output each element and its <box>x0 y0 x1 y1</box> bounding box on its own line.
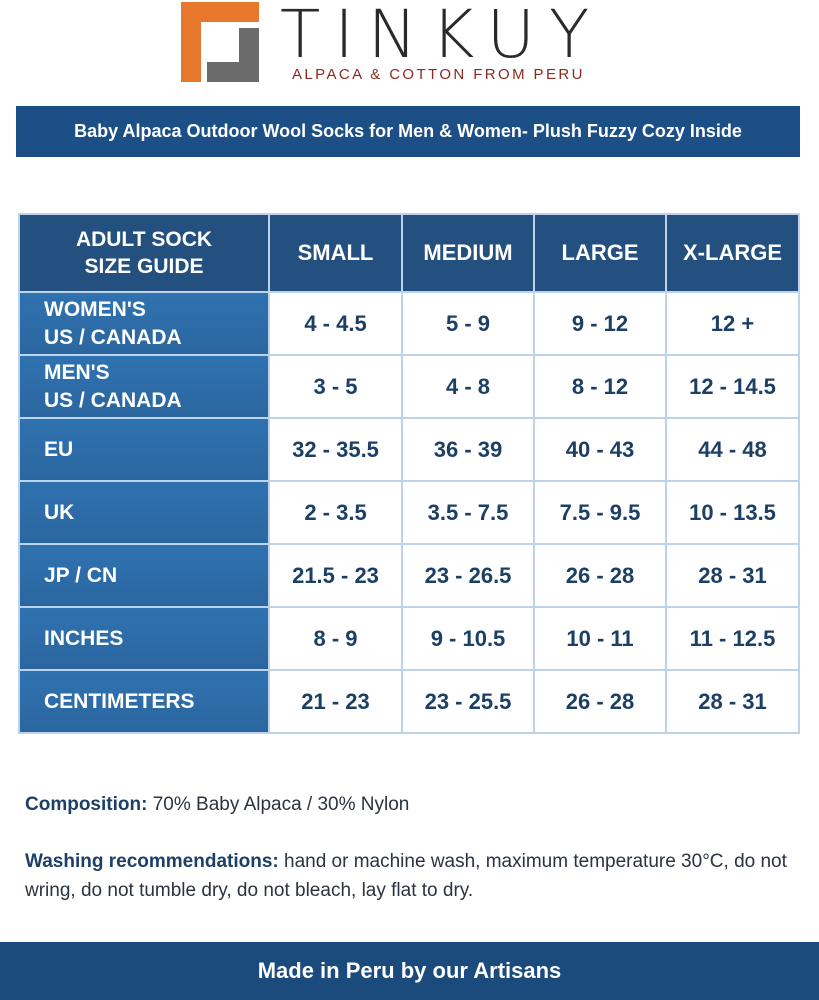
banner-title: Baby Alpaca Outdoor Wool Socks for Men &… <box>16 106 800 157</box>
size-cell: 10 - 11 <box>533 606 667 671</box>
size-cell: 28 - 31 <box>665 669 800 734</box>
table-row: EU 32 - 35.5 36 - 39 40 - 43 44 - 48 <box>18 417 800 482</box>
row-label-line: CENTIMETERS <box>44 689 195 713</box>
row-label-line: EU <box>44 437 74 461</box>
size-cell: 26 - 28 <box>533 543 667 608</box>
size-cell: 8 - 12 <box>533 354 667 419</box>
column-header: SMALL <box>268 213 403 293</box>
logo-mark <box>181 2 259 82</box>
logo-tagline: ALPACA & COTTON FROM PERU <box>292 66 585 83</box>
size-cell: 7.5 - 9.5 <box>533 480 667 545</box>
row-label-line: US / CANADA <box>44 325 182 349</box>
corner-line: ADULT SOCK <box>75 228 213 251</box>
size-cell: 10 - 13.5 <box>665 480 800 545</box>
size-cell: 28 - 31 <box>665 543 800 608</box>
size-table: ADULT SOCK SIZE GUIDE SMALL MEDIUM LARGE X-LA… <box>18 213 800 734</box>
washing: Washing recommendations: hand or machine… <box>25 847 815 905</box>
row-label: JP / CN <box>18 543 270 608</box>
size-cell: 11 - 12.5 <box>665 606 800 671</box>
size-cell: 26 - 28 <box>533 669 667 734</box>
washing-label: Washing recommendations: <box>25 851 279 872</box>
column-header: LARGE <box>533 213 667 293</box>
size-cell: 12 - 14.5 <box>665 354 800 419</box>
size-cell: 21.5 - 23 <box>268 543 403 608</box>
corner-line: SIZE GUIDE <box>84 255 204 278</box>
composition-text: 70% Baby Alpaca / 30% Nylon <box>152 794 410 815</box>
table-row: UK 2 - 3.5 3.5 - 7.5 7.5 - 9.5 10 - 13.5 <box>18 480 800 545</box>
column-header: X-LARGE <box>665 213 800 293</box>
composition-label: Composition: <box>25 794 148 815</box>
size-cell: 3 - 5 <box>268 354 403 419</box>
size-cell: 9 - 10.5 <box>401 606 535 671</box>
row-label: UK <box>18 480 270 545</box>
row-label-line: US / CANADA <box>44 388 182 412</box>
row-label: EU <box>18 417 270 482</box>
row-label-line: JP / CN <box>44 563 118 587</box>
size-cell: 5 - 9 <box>401 291 535 356</box>
size-cell: 23 - 26.5 <box>401 543 535 608</box>
size-cell: 8 - 9 <box>268 606 403 671</box>
header-row: ADULT SOCK SIZE GUIDE SMALL MEDIUM LARGE X-LA… <box>18 213 800 293</box>
corner-cell: ADULT SOCK SIZE GUIDE <box>18 213 270 293</box>
logo-name: TINKUY <box>280 0 604 73</box>
footer: Made in Peru by our Artisans <box>0 942 819 1000</box>
size-cell: 12 + <box>665 291 800 356</box>
column-header: MEDIUM <box>401 213 535 293</box>
size-cell: 40 - 43 <box>533 417 667 482</box>
size-cell: 2 - 3.5 <box>268 480 403 545</box>
row-label-line: UK <box>44 500 75 524</box>
size-cell: 23 - 25.5 <box>401 669 535 734</box>
size-cell: 21 - 23 <box>268 669 403 734</box>
table-row: JP / CN 21.5 - 23 23 - 26.5 26 - 28 28 - 31 <box>18 543 800 608</box>
table-row: CENTIMETERS 21 - 23 23 - 25.5 26 - 28 28 - 3… <box>18 669 800 734</box>
size-cell: 3.5 - 7.5 <box>401 480 535 545</box>
row-label-line: WOMEN'S <box>44 297 146 321</box>
size-cell: 9 - 12 <box>533 291 667 356</box>
washing-text: hand or machine wash, maximum temperatur… <box>25 851 787 901</box>
row-label-line: MEN'S <box>44 360 110 384</box>
composition: Composition: 70% Baby Alpaca / 30% Nylon <box>25 790 815 819</box>
row-label: INCHES <box>18 606 270 671</box>
row-label: MEN'S US / CANADA <box>18 354 270 419</box>
size-cell: 36 - 39 <box>401 417 535 482</box>
size-cell: 4 - 8 <box>401 354 535 419</box>
row-label: WOMEN'S US / CANADA <box>18 291 270 356</box>
row-label: CENTIMETERS <box>18 669 270 734</box>
row-label-line: INCHES <box>44 626 124 650</box>
size-cell: 4 - 4.5 <box>268 291 403 356</box>
size-cell: 32 - 35.5 <box>268 417 403 482</box>
size-cell: 44 - 48 <box>665 417 800 482</box>
